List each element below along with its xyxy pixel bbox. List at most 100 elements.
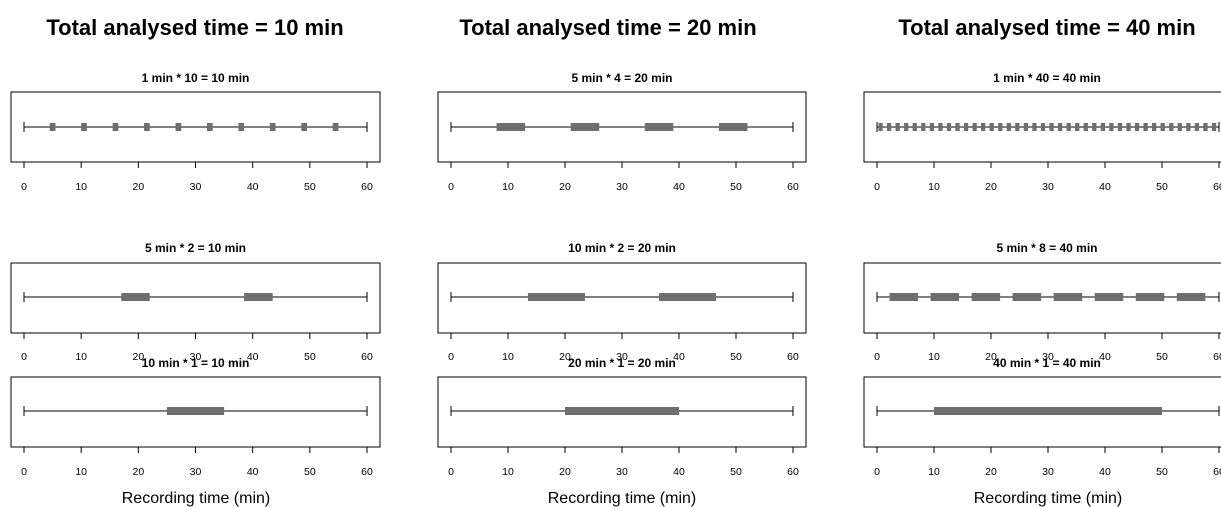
panel-2-2: 10 min * 2 = 20 min 0 10 20 30 40 50 60 xyxy=(437,241,807,363)
x-tick-label: 50 xyxy=(1156,351,1168,363)
analysed-segment xyxy=(921,123,926,131)
x-tick-label: 20 xyxy=(559,181,571,193)
analysed-segment xyxy=(1152,123,1157,131)
panel-title: 10 min * 1 = 10 min xyxy=(142,356,250,370)
panel-frame xyxy=(863,262,1221,334)
analysed-segment xyxy=(238,123,245,131)
x-tick-label: 50 xyxy=(730,181,742,193)
analysed-segment xyxy=(1057,123,1063,131)
x-tick-label: 60 xyxy=(361,466,373,478)
analysed-segment xyxy=(644,123,674,131)
x-tick-label: 10 xyxy=(75,181,87,193)
x-tick-label: 60 xyxy=(787,181,799,193)
chart-column-1: Total analysed time = 10 min 1 min * 10 =… xyxy=(10,15,381,507)
analysed-segment xyxy=(904,123,909,131)
x-tick-label: 40 xyxy=(247,181,259,193)
panel-frame xyxy=(437,262,807,334)
x-tick-label: 60 xyxy=(361,181,373,193)
panel-3-3: 40 min * 1 = 40 min 0 10 20 30 40 50 60 xyxy=(863,356,1221,478)
analysed-segment xyxy=(886,123,892,131)
x-tick-label: 0 xyxy=(21,181,27,193)
x-tick-label: 30 xyxy=(616,181,628,193)
x-axis-label: Recording time (min) xyxy=(122,490,270,507)
analysed-segment xyxy=(989,123,994,131)
analysed-segment xyxy=(934,407,1162,415)
analysed-segment xyxy=(269,123,276,131)
analysed-segment xyxy=(1049,123,1054,131)
x-tick-label: 40 xyxy=(1099,181,1111,193)
x-tick-label: 10 xyxy=(75,351,87,363)
x-tick-label: 0 xyxy=(448,351,454,363)
analysed-segment xyxy=(938,123,943,131)
panel-title: 20 min * 1 = 20 min xyxy=(568,356,676,370)
analysed-segment xyxy=(175,123,182,131)
panel-frame xyxy=(863,376,1221,448)
panel-title: 10 min * 2 = 20 min xyxy=(568,241,676,255)
x-tick-label: 50 xyxy=(304,466,316,478)
analysed-segment xyxy=(1211,123,1217,131)
analysed-segment xyxy=(1117,123,1123,131)
analysed-segment xyxy=(332,123,339,131)
x-tick-label: 50 xyxy=(730,466,742,478)
analysed-segment xyxy=(1023,123,1029,131)
x-tick-label: 20 xyxy=(559,466,571,478)
analysed-segment xyxy=(895,123,900,131)
chart-column-2: Total analysed time = 20 min 5 min * 4 = … xyxy=(437,15,807,507)
x-tick-label: 40 xyxy=(673,351,685,363)
x-tick-label: 40 xyxy=(673,466,685,478)
panel-3-2: 5 min * 8 = 40 min 0 10 20 30 40 50 60 xyxy=(863,241,1221,363)
analysed-segment xyxy=(1012,293,1042,301)
panel-1-3: 10 min * 1 = 10 min 0 10 20 30 40 50 60 xyxy=(10,356,381,478)
analysed-segment xyxy=(244,293,273,301)
x-tick-label: 0 xyxy=(874,181,880,193)
analysed-segment xyxy=(972,123,977,131)
panel-title: 1 min * 40 = 40 min xyxy=(993,71,1101,85)
analysed-segment xyxy=(1160,123,1165,131)
x-tick-label: 10 xyxy=(502,351,514,363)
x-tick-label: 20 xyxy=(985,351,997,363)
x-tick-label: 60 xyxy=(1213,351,1221,363)
analysed-segment xyxy=(912,123,917,131)
analysed-segment xyxy=(1203,123,1208,131)
x-tick-label: 10 xyxy=(928,466,940,478)
analysed-segment xyxy=(1194,123,1200,131)
analysed-segment xyxy=(963,123,969,131)
x-tick-label: 60 xyxy=(787,351,799,363)
analysed-segment xyxy=(1006,123,1011,131)
x-tick-label: 50 xyxy=(304,181,316,193)
x-tick-label: 40 xyxy=(1099,351,1111,363)
panel-title: 5 min * 4 = 20 min xyxy=(571,71,672,85)
analysed-segment xyxy=(1040,123,1046,131)
analysed-segment xyxy=(496,123,526,131)
analysed-segment xyxy=(570,123,600,131)
analysed-segment xyxy=(1100,123,1105,131)
panel-1-2: 5 min * 2 = 10 min 0 10 20 30 40 50 60 xyxy=(10,241,381,363)
x-tick-label: 10 xyxy=(75,466,87,478)
x-tick-label: 20 xyxy=(132,466,144,478)
x-tick-label: 60 xyxy=(787,466,799,478)
x-tick-label: 30 xyxy=(190,351,202,363)
x-tick-label: 40 xyxy=(247,466,259,478)
x-tick-label: 0 xyxy=(874,351,880,363)
panel-2-1: 5 min * 4 = 20 min 0 10 20 30 40 50 60 xyxy=(437,71,807,193)
x-tick-label: 30 xyxy=(190,181,202,193)
analysed-segment xyxy=(971,293,1001,301)
x-tick-label: 20 xyxy=(985,466,997,478)
analysed-segment xyxy=(1109,123,1114,131)
analysed-segment xyxy=(1177,123,1182,131)
analysed-segment xyxy=(1075,123,1080,131)
panel-2-3: 20 min * 1 = 20 min 0 10 20 30 40 50 60 xyxy=(437,356,807,478)
x-tick-label: 40 xyxy=(673,181,685,193)
x-tick-label: 20 xyxy=(559,351,571,363)
x-tick-label: 40 xyxy=(1099,466,1111,478)
x-tick-label: 0 xyxy=(448,466,454,478)
chart-column-3: Total analysed time = 40 min 1 min * 40 =… xyxy=(863,15,1221,507)
analysed-segment xyxy=(1135,293,1165,301)
analysed-segment xyxy=(1143,123,1148,131)
analysed-segment xyxy=(565,407,679,415)
analysed-segment xyxy=(659,293,717,301)
analysed-segment xyxy=(81,123,87,131)
x-tick-label: 10 xyxy=(928,351,940,363)
x-tick-label: 30 xyxy=(616,351,628,363)
analysed-segment xyxy=(1066,123,1071,131)
